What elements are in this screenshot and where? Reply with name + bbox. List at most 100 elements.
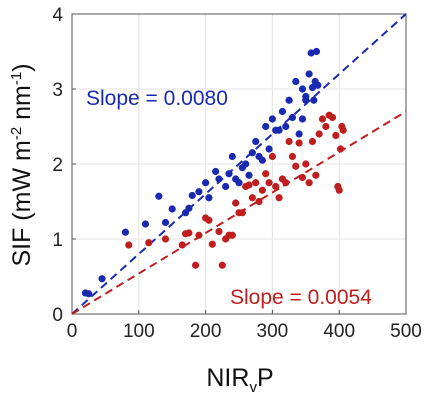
blue-fit-line <box>71 13 407 315</box>
red-data-point <box>268 152 276 161</box>
red-data-point <box>228 231 236 239</box>
blue-data-point <box>202 179 210 187</box>
blue-data-point <box>298 85 307 93</box>
red-data-point <box>288 152 297 161</box>
blue-data-point <box>212 167 220 176</box>
blue-data-point <box>288 113 297 122</box>
blue-data-point <box>314 81 322 89</box>
red-data-point <box>332 131 340 140</box>
blue-data-point <box>141 220 150 228</box>
red-data-point <box>298 173 307 182</box>
y-tick-label: 4 <box>52 5 63 26</box>
blue-data-point <box>298 115 307 123</box>
blue-data-point <box>195 188 203 196</box>
blue-data-point <box>305 70 313 78</box>
red-data-point <box>252 179 260 187</box>
blue-data-point <box>312 47 321 56</box>
blue-data-point <box>155 192 163 200</box>
blue-data-point <box>168 205 176 213</box>
blue-data-point <box>188 191 196 200</box>
blue-data-point <box>258 156 266 164</box>
blue-data-point <box>252 137 260 146</box>
blue-data-point <box>310 96 318 104</box>
blue-data-point <box>185 204 193 212</box>
y-tick-label: 2 <box>52 155 63 176</box>
data-points <box>81 47 347 298</box>
blue-data-point <box>85 290 93 298</box>
blue-data-point <box>235 179 243 187</box>
y-axis-title-sup-1: -2 <box>8 127 25 140</box>
blue-data-point <box>248 149 256 157</box>
red-data-point <box>145 239 153 247</box>
red-data-point <box>328 113 337 122</box>
y-tick-label: 1 <box>52 230 63 251</box>
blue-data-point <box>161 218 170 227</box>
x-axis-title: NIRvP <box>206 364 273 396</box>
blue-data-point <box>242 160 250 168</box>
blue-data-point <box>285 96 293 104</box>
red-data-point <box>238 209 246 217</box>
red-data-point <box>318 115 327 123</box>
red-data-point <box>245 181 253 189</box>
red-data-point <box>215 227 223 236</box>
red-data-point <box>262 170 270 178</box>
red-data-point <box>285 137 293 146</box>
red-data-point <box>312 171 320 179</box>
y-tick-label: 0 <box>52 305 63 326</box>
tick-labels: 0 100 200 300 400 500 0 1 2 3 4 <box>52 5 421 342</box>
red-slope-annotation: Slope = 0.0054 <box>230 286 372 309</box>
red-data-point <box>272 182 280 191</box>
blue-data-point <box>205 194 213 202</box>
red-data-point <box>336 145 345 153</box>
blue-data-point <box>98 275 106 283</box>
y-axis-title-part-e: ) <box>8 63 36 71</box>
red-data-point <box>335 186 343 194</box>
red-data-point <box>305 179 313 187</box>
x-tick-label: 200 <box>190 321 222 342</box>
blue-data-point <box>245 171 253 179</box>
red-data-point <box>232 199 240 207</box>
blue-data-point <box>268 115 276 123</box>
red-data-point <box>315 130 323 138</box>
red-data-point <box>205 216 213 224</box>
x-axis-title-subscript: v <box>249 379 257 396</box>
red-data-point <box>178 241 186 249</box>
red-data-point <box>161 235 170 243</box>
blue-data-point <box>265 145 273 153</box>
red-data-point <box>125 241 133 249</box>
x-axis-title-main: NIR <box>206 364 249 392</box>
red-data-point <box>185 229 193 237</box>
blue-slope-annotation: Slope = 0.0080 <box>86 87 228 110</box>
blue-data-point <box>302 96 310 104</box>
blue-data-point <box>295 130 303 138</box>
y-axis-title-part-a: SIF (mW m <box>8 140 36 266</box>
blue-data-point <box>262 122 270 131</box>
blue-data-point <box>225 170 233 178</box>
red-data-point <box>195 231 203 239</box>
red-data-point <box>339 126 347 134</box>
x-tick-label: 400 <box>323 321 355 342</box>
blue-data-point <box>282 122 290 131</box>
red-data-point <box>295 139 303 147</box>
red-data-point <box>218 261 226 269</box>
blue-data-point <box>292 77 300 86</box>
blue-data-point <box>215 175 223 183</box>
x-axis-title-end: P <box>257 364 274 392</box>
red-data-point <box>248 194 256 202</box>
blue-data-point <box>278 107 287 116</box>
blue-data-point <box>228 152 236 161</box>
red-data-point <box>275 194 283 202</box>
x-tick-label: 100 <box>123 321 155 342</box>
y-tick-label: 3 <box>52 80 63 101</box>
red-data-point <box>255 197 263 206</box>
red-data-point <box>208 240 216 248</box>
red-data-point <box>302 160 310 168</box>
blue-data-point <box>121 228 130 236</box>
red-data-point <box>308 137 317 146</box>
x-tick-label: 0 <box>67 321 78 342</box>
red-data-point <box>292 162 300 170</box>
red-data-point <box>282 179 290 187</box>
red-data-point <box>265 179 273 187</box>
blue-data-point <box>222 182 230 191</box>
